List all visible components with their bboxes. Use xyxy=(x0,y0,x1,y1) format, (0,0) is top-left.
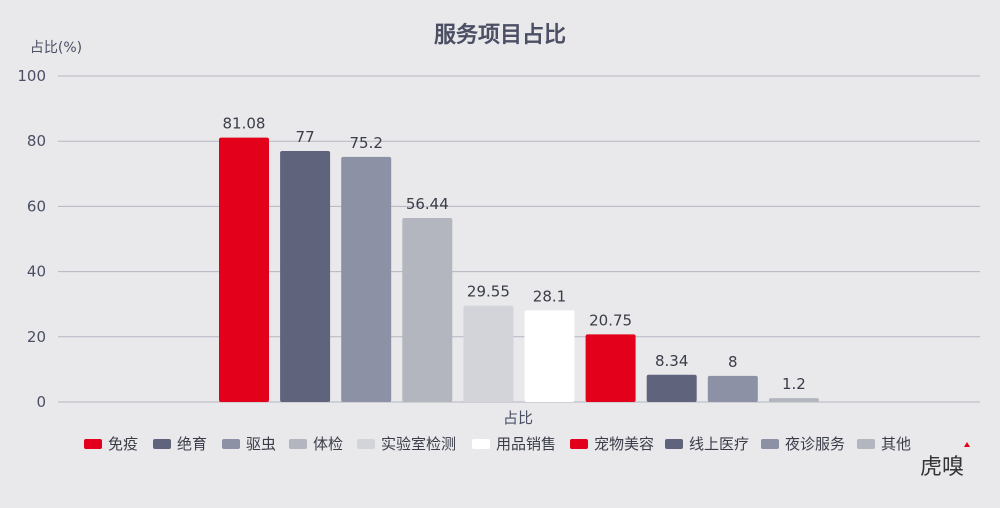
bar-宠物美容 xyxy=(585,334,636,402)
legend-item: 免疫 xyxy=(84,435,138,453)
chart-title: 服务项目占比 xyxy=(434,23,566,48)
bar-线上医疗 xyxy=(646,374,697,402)
huxiu-logo: 虎嗅 xyxy=(920,442,970,480)
legend-swatch xyxy=(665,439,683,449)
legend-label: 实验室检测 xyxy=(381,435,456,453)
legend-item: 用品销售 xyxy=(472,435,556,453)
y-tick-label: 40 xyxy=(27,263,46,281)
y-tick-labels: 0 20 40 60 80 100 xyxy=(17,67,46,411)
legend-label: 夜诊服务 xyxy=(785,435,845,453)
legend-label: 其他 xyxy=(881,435,911,453)
legend-item: 驱虫 xyxy=(222,435,276,453)
bar-实验室检测 xyxy=(463,305,514,402)
logo-accent-mark xyxy=(964,442,970,447)
legend-label: 宠物美容 xyxy=(594,435,654,453)
data-label: 77 xyxy=(296,128,315,146)
bar-其他 xyxy=(768,398,819,402)
y-tick-label: 60 xyxy=(27,197,46,215)
y-tick-label: 100 xyxy=(17,67,46,85)
data-label: 20.75 xyxy=(589,311,632,329)
data-label: 1.2 xyxy=(782,375,806,393)
legend-swatch xyxy=(857,439,875,449)
data-labels: 81.08 77 75.2 56.44 29.55 28.1 20.75 8.34 8 1.2 xyxy=(223,115,806,393)
legend-swatch xyxy=(84,439,102,449)
legend-item: 体检 xyxy=(289,435,343,453)
legend-label: 体检 xyxy=(313,435,343,453)
legend-label: 免疫 xyxy=(108,435,138,453)
data-label: 8.34 xyxy=(655,352,688,370)
logo-text: 虎嗅 xyxy=(920,455,964,480)
legend-label: 驱虫 xyxy=(246,435,276,453)
legend-label: 线上医疗 xyxy=(689,435,749,453)
bar-用品销售 xyxy=(524,310,575,402)
legend-item: 夜诊服务 xyxy=(761,435,845,453)
bars xyxy=(219,137,819,402)
bar-绝育 xyxy=(280,150,331,402)
legend-item: 宠物美容 xyxy=(570,435,654,453)
legend-swatch xyxy=(222,439,240,449)
legend-swatch xyxy=(357,439,375,449)
bar-体检 xyxy=(402,218,453,402)
data-label: 75.2 xyxy=(349,134,382,152)
gridlines xyxy=(58,75,980,403)
data-label: 28.1 xyxy=(533,287,566,305)
legend-label: 绝育 xyxy=(177,435,207,453)
legend-item: 绝育 xyxy=(153,435,207,453)
data-label: 81.08 xyxy=(223,115,266,133)
bar-驱虫 xyxy=(341,156,392,402)
legend-item: 实验室检测 xyxy=(357,435,456,453)
data-label: 8 xyxy=(728,353,738,371)
legend-item: 线上医疗 xyxy=(665,435,749,453)
legend-swatch xyxy=(472,439,490,449)
x-axis-label: 占比 xyxy=(503,409,533,427)
legend: 免疫 绝育 驱虫 体检 实验室检测 用品销售 宠物美容 线上医疗 夜诊服务 其他 xyxy=(84,435,911,453)
y-tick-label: 80 xyxy=(27,132,46,150)
legend-swatch xyxy=(570,439,588,449)
data-label: 29.55 xyxy=(467,283,510,301)
bar-免疫 xyxy=(219,137,269,402)
bar-夜诊服务 xyxy=(707,375,758,402)
legend-item: 其他 xyxy=(857,435,911,453)
legend-label: 用品销售 xyxy=(496,435,556,453)
y-axis-label: 占比(%) xyxy=(30,40,82,56)
legend-swatch xyxy=(289,439,307,449)
data-label: 56.44 xyxy=(406,195,449,213)
y-tick-label: 0 xyxy=(36,393,46,411)
legend-swatch xyxy=(153,439,171,449)
y-tick-label: 20 xyxy=(27,328,46,346)
legend-swatch xyxy=(761,439,779,449)
